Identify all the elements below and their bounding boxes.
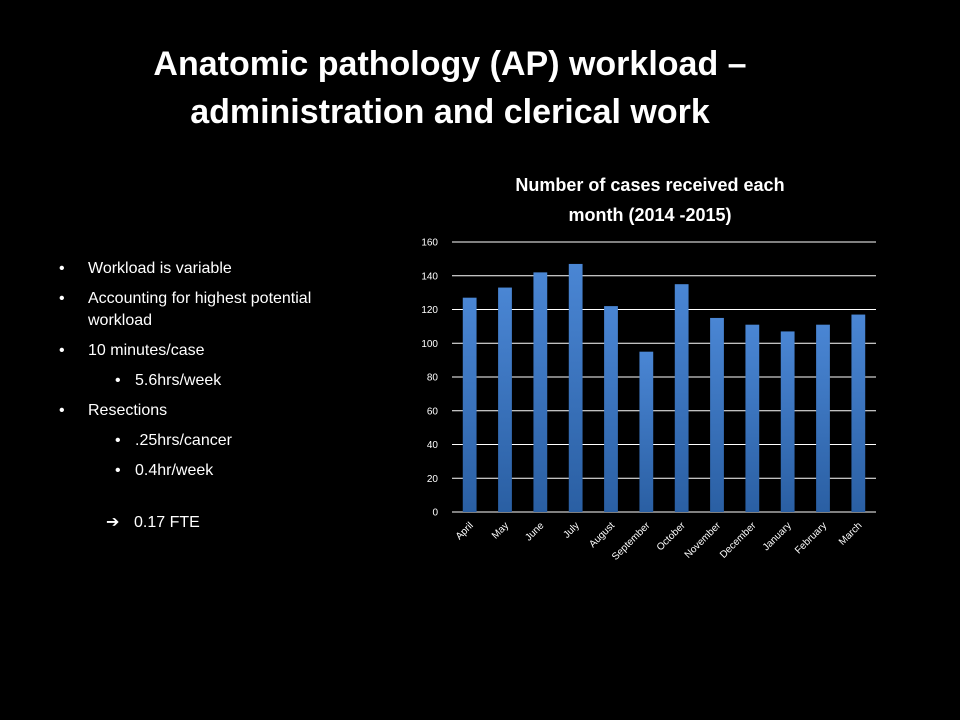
sub-bullet-item: 0.4hr/week: [58, 460, 358, 482]
bullet-item: 10 minutes/case: [58, 340, 358, 362]
x-tick-label: March: [837, 520, 864, 547]
bar-october: [674, 284, 689, 512]
y-tick-label: 100: [421, 339, 438, 350]
y-tick-label: 120: [421, 305, 438, 316]
x-tick-label: August: [587, 520, 617, 550]
x-tick-label: April: [454, 520, 476, 542]
bar-september: [639, 351, 654, 512]
bar-july: [568, 263, 583, 512]
x-tick-label: December: [718, 520, 759, 561]
bar-january: [780, 331, 795, 512]
y-tick-label: 20: [427, 474, 439, 485]
y-tick-label: 40: [427, 440, 439, 451]
bullet-item: Workload is variable: [58, 258, 358, 280]
bullet-item: Accounting for highest potential workloa…: [58, 288, 358, 332]
bar-november: [710, 317, 724, 512]
conclusion-text: 0.17 FTE: [134, 514, 200, 531]
x-tick-label: January: [761, 520, 794, 553]
y-tick-label: 80: [427, 373, 439, 384]
x-tick-label: February: [793, 520, 829, 556]
bullet-list: Workload is variable Accounting for high…: [58, 258, 358, 534]
bullet-item: Resections: [58, 400, 358, 422]
bar-chart: 0 20 40 60 80 100 120 140 160 April May June July Au…: [421, 238, 876, 563]
y-tick-label: 60: [427, 406, 439, 417]
slide-title: Anatomic pathology (AP) workload – admin…: [60, 40, 840, 136]
y-axis-ticks: 0 20 40 60 80 100 120 140 160: [421, 238, 438, 519]
bars: [462, 263, 866, 512]
x-tick-label: September: [610, 520, 653, 563]
y-tick-label: 0: [432, 508, 438, 519]
bar-march: [851, 314, 866, 512]
bar-april: [462, 297, 477, 512]
conclusion-line: ➔ 0.17 FTE: [58, 512, 358, 534]
chart-title: Number of cases received each month (201…: [470, 170, 830, 230]
right-arrow-icon: ➔: [106, 514, 120, 531]
slide-title-line2: administration and clerical work: [190, 93, 710, 131]
x-tick-label: October: [655, 520, 688, 553]
bar-august: [604, 306, 618, 512]
x-tick-label: November: [683, 520, 724, 561]
x-tick-label: July: [561, 520, 581, 540]
bar-february: [816, 324, 830, 512]
x-tick-label: May: [490, 520, 511, 541]
chart-title-line2: month (2014 -2015): [568, 205, 732, 225]
bar-december: [745, 324, 760, 512]
chart-title-line1: Number of cases received each: [515, 175, 785, 195]
sub-bullet-item: .25hrs/cancer: [58, 430, 358, 452]
sub-bullet-item: 5.6hrs/week: [58, 370, 358, 392]
y-tick-label: 160: [421, 238, 438, 249]
bar-may: [498, 287, 512, 512]
gridlines: [452, 241, 876, 513]
slide-title-line1: Anatomic pathology (AP) workload –: [153, 45, 747, 83]
y-tick-label: 140: [421, 271, 438, 282]
bar-june: [533, 272, 548, 512]
x-tick-label: June: [523, 520, 546, 543]
